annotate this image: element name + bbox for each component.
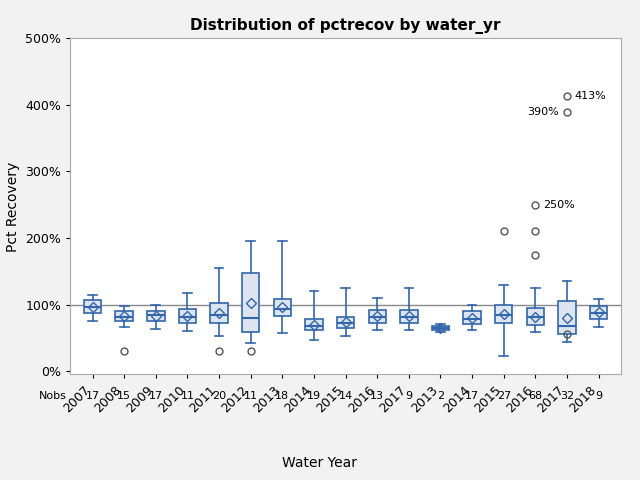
Text: 68: 68 xyxy=(529,391,543,401)
Text: 413%: 413% xyxy=(575,91,607,101)
PathPatch shape xyxy=(369,310,386,323)
PathPatch shape xyxy=(115,311,133,321)
Text: 13: 13 xyxy=(370,391,384,401)
Text: 250%: 250% xyxy=(543,200,575,210)
PathPatch shape xyxy=(84,300,101,313)
Text: 18: 18 xyxy=(275,391,289,401)
PathPatch shape xyxy=(242,273,259,333)
PathPatch shape xyxy=(337,316,355,328)
Text: 32: 32 xyxy=(560,391,574,401)
Text: 11: 11 xyxy=(244,391,258,401)
Title: Distribution of pctrecov by water_yr: Distribution of pctrecov by water_yr xyxy=(190,18,501,34)
Text: Nobs: Nobs xyxy=(39,391,67,401)
Text: 15: 15 xyxy=(117,391,131,401)
Text: 17: 17 xyxy=(148,391,163,401)
Text: 14: 14 xyxy=(339,391,353,401)
Text: 9: 9 xyxy=(595,391,602,401)
Text: 27: 27 xyxy=(497,391,511,401)
Text: 9: 9 xyxy=(405,391,412,401)
PathPatch shape xyxy=(527,308,544,325)
Text: 390%: 390% xyxy=(527,107,559,117)
PathPatch shape xyxy=(400,310,417,323)
PathPatch shape xyxy=(558,301,576,334)
PathPatch shape xyxy=(495,304,513,323)
Y-axis label: Pct Recovery: Pct Recovery xyxy=(6,161,20,252)
Text: 11: 11 xyxy=(180,391,195,401)
PathPatch shape xyxy=(463,311,481,324)
PathPatch shape xyxy=(305,319,323,331)
Text: 19: 19 xyxy=(307,391,321,401)
Text: 2: 2 xyxy=(437,391,444,401)
PathPatch shape xyxy=(274,299,291,316)
Text: 17: 17 xyxy=(86,391,100,401)
PathPatch shape xyxy=(179,309,196,323)
PathPatch shape xyxy=(147,311,164,321)
PathPatch shape xyxy=(590,306,607,319)
PathPatch shape xyxy=(432,326,449,331)
PathPatch shape xyxy=(211,302,228,323)
Text: Water Year: Water Year xyxy=(282,456,358,470)
Text: 17: 17 xyxy=(465,391,479,401)
Text: 20: 20 xyxy=(212,391,226,401)
